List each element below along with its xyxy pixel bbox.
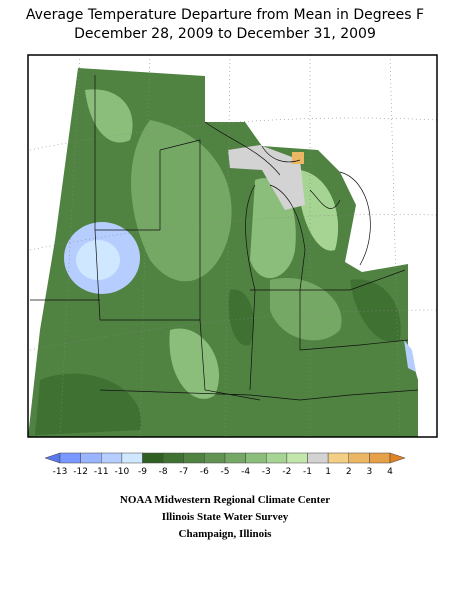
legend-label: -12 [73, 467, 88, 477]
data-field-light [300, 170, 339, 251]
legend: -13 -12 -11 -10 -9 -8 -7 -6 -5 -4 -3 -2 -1 1 2 3 4 [44, 452, 406, 477]
legend-swatch [59, 452, 81, 464]
legend-swatch [224, 452, 246, 464]
legend-swatch [204, 452, 226, 464]
legend-swatch [121, 452, 143, 464]
credit-line: NOAA Midwestern Regional Climate Center [120, 494, 330, 506]
legend-label: 4 [387, 467, 393, 477]
legend-swatch [245, 452, 267, 464]
legend-swatch [80, 452, 102, 464]
map [27, 54, 438, 438]
state-borders [30, 75, 419, 401]
legend-swatch [369, 452, 391, 464]
legend-swatch [142, 452, 164, 464]
legend-label: 2 [346, 467, 352, 477]
legend-swatch [162, 452, 184, 464]
data-field [28, 68, 418, 437]
legend-label: -10 [115, 467, 130, 477]
legend-label: -9 [138, 467, 147, 477]
legend-label: -4 [241, 467, 250, 477]
legend-label: -5 [221, 467, 230, 477]
data-field-cold [76, 240, 120, 280]
legend-label: -13 [53, 467, 68, 477]
legend-label: -1 [303, 467, 312, 477]
legend-label: 1 [325, 467, 331, 477]
data-field-cold [404, 340, 416, 372]
legend-arrow [44, 452, 61, 464]
legend-label: -3 [262, 467, 271, 477]
credit-line: Champaign, Illinois [179, 528, 273, 540]
data-field-light [169, 328, 219, 399]
data-field-light [85, 89, 133, 143]
legend-label: -7 [179, 467, 188, 477]
map-frame [27, 54, 438, 438]
data-field-dark [350, 279, 401, 342]
legend-label: -11 [94, 467, 109, 477]
legend-swatch [307, 452, 329, 464]
legend-swatch [101, 452, 123, 464]
legend-swatch [266, 452, 288, 464]
data-field-warm [292, 152, 304, 164]
legend-arrow [389, 452, 406, 464]
legend-swatch [348, 452, 370, 464]
legend-swatch [286, 452, 308, 464]
data-field-dark [35, 373, 142, 435]
credit-line: Illinois State Water Survey [162, 511, 289, 523]
legend-label: -6 [200, 467, 209, 477]
legend-label: -2 [282, 467, 291, 477]
data-field-light [131, 120, 232, 282]
title-line: Average Temperature Departure from Mean … [26, 7, 424, 23]
graticule [29, 54, 438, 438]
legend-swatch [327, 452, 349, 464]
data-field-neutral [228, 145, 305, 210]
legend-label: -8 [159, 467, 168, 477]
legend-label: 3 [367, 467, 373, 477]
data-field-light [270, 278, 342, 341]
legend-swatch [183, 452, 205, 464]
data-field-dark [228, 289, 254, 346]
title-line: December 28, 2009 to December 31, 2009 [74, 26, 376, 42]
